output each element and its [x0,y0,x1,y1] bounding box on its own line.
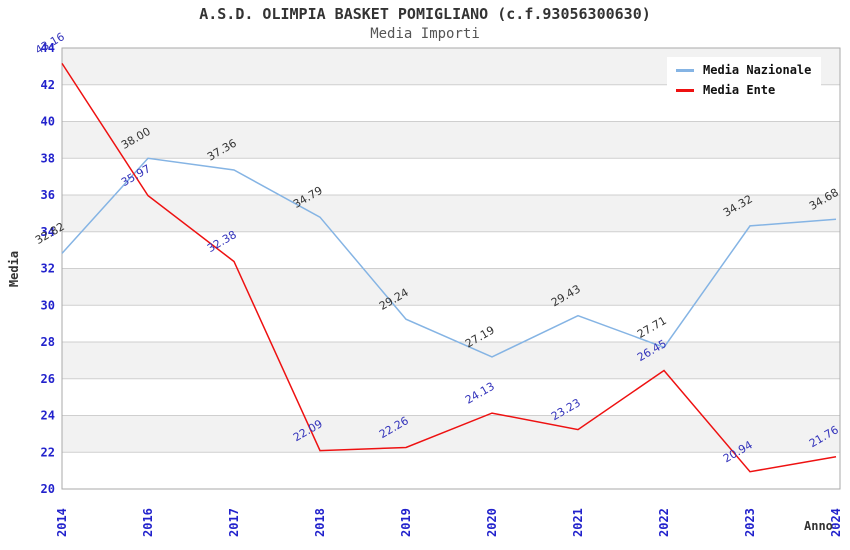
y-axis-title: Media [7,250,21,288]
series-line-0 [61,157,837,358]
chart-subtitle: Media Importi [370,26,480,42]
x-tick-label: 2014 [55,508,69,537]
band [62,415,840,453]
point-label: 27.71 [635,314,669,341]
x-tick-label: 2017 [227,508,241,537]
legend-entry-1: Media Ente [676,83,811,97]
x-tick-label: 2016 [141,508,155,537]
chart-title: A.S.D. OLIMPIA BASKET POMIGLIANO (c.f.93… [199,5,651,23]
y-tick-label: 38 [41,151,55,165]
x-tick-label: 2020 [485,508,499,537]
plot-border [61,47,841,490]
legend: Media Nazionale Media Ente [667,57,822,103]
y-tick-label: 40 [41,115,55,129]
legend-entry-0: Media Nazionale [676,63,811,77]
series-line-1 [61,62,837,473]
y-tick-label: 30 [41,298,55,312]
x-axis-title: Anno [804,519,833,533]
band [62,121,840,159]
band [62,342,840,379]
y-tick-label: 28 [41,335,55,349]
legend-line-icon [676,88,694,92]
x-tick-label: 2023 [743,508,757,537]
y-tick-label: 26 [41,372,55,386]
y-tick-label: 32 [41,262,55,276]
band [62,268,840,306]
x-tick-label: 2018 [313,508,327,537]
y-tick-label: 44 [41,41,55,55]
y-tick-label: 22 [41,445,55,459]
point-label: 24.13 [463,380,497,407]
legend-label: Media Nazionale [703,63,812,77]
x-tick-label: 2019 [399,508,413,537]
y-tick-label: 24 [41,409,55,423]
band [62,195,840,232]
legend-line-icon [676,68,694,72]
point-label: 35.97 [119,162,153,189]
y-tick-label: 20 [41,482,55,496]
y-tick-label: 34 [41,225,55,239]
y-tick-label: 36 [41,188,55,202]
y-tick-label: 42 [41,78,55,92]
x-tick-label: 2021 [571,508,585,537]
x-tick-label: 2022 [657,508,671,537]
legend-label: Media Ente [703,83,776,97]
x-tick-label: 2024 [829,508,843,537]
